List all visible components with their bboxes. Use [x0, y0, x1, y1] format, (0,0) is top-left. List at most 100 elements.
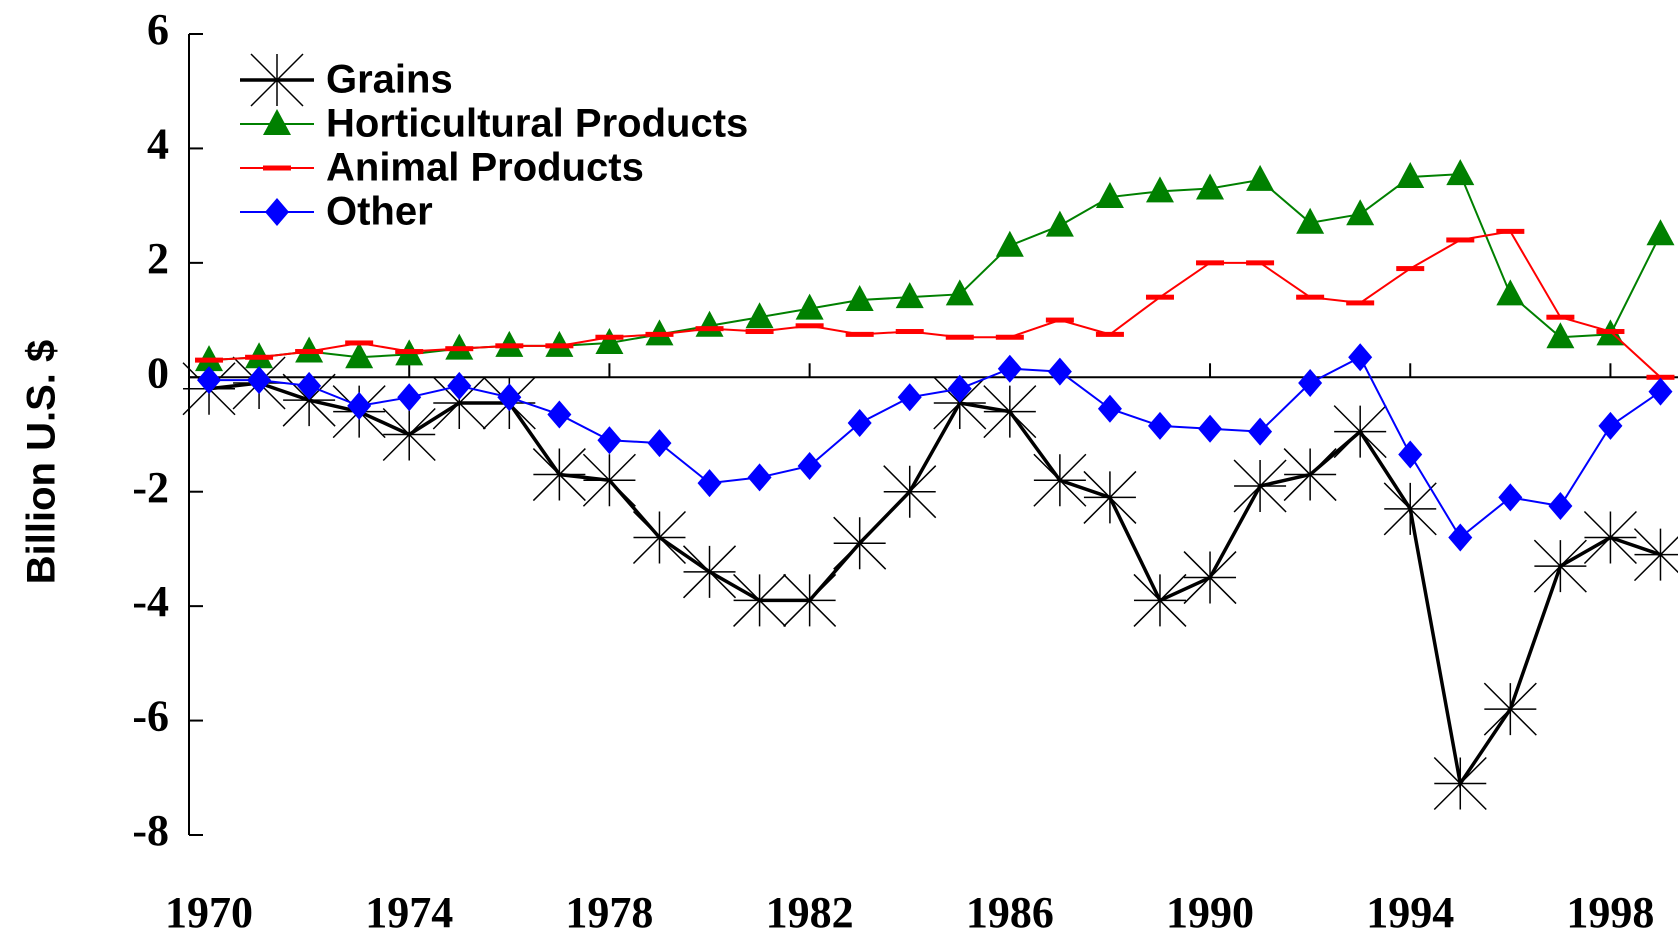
marker	[1095, 331, 1124, 337]
marker	[1646, 374, 1675, 380]
marker	[395, 349, 424, 355]
marker	[1333, 405, 1387, 459]
marker	[582, 453, 636, 507]
marker	[747, 463, 772, 492]
marker	[1248, 417, 1273, 446]
y-tick-label: 0	[147, 348, 169, 397]
marker	[1145, 294, 1174, 300]
marker	[933, 376, 987, 430]
marker	[682, 545, 737, 599]
marker	[1383, 482, 1437, 536]
x-tick-label: 1994	[1366, 888, 1454, 937]
marker	[1548, 492, 1573, 521]
marker	[1033, 453, 1087, 507]
marker	[1346, 300, 1375, 306]
marker	[1448, 523, 1473, 552]
marker	[695, 326, 724, 332]
x-tick-label: 1986	[966, 888, 1054, 937]
marker	[1246, 164, 1275, 191]
marker	[595, 327, 624, 354]
marker	[1483, 682, 1537, 736]
marker	[347, 391, 372, 420]
marker	[1296, 294, 1325, 300]
marker	[1083, 470, 1137, 524]
marker	[945, 279, 974, 306]
marker	[1348, 343, 1373, 372]
marker	[1596, 329, 1625, 335]
marker	[733, 573, 787, 627]
marker	[745, 302, 774, 329]
x-tick-label: 1982	[766, 888, 854, 937]
marker	[197, 366, 222, 395]
marker	[447, 371, 472, 400]
marker	[1233, 459, 1287, 513]
marker	[1133, 573, 1187, 627]
marker	[397, 383, 422, 412]
marker	[1147, 411, 1172, 440]
legend-label: Grains	[326, 58, 453, 102]
legend-label: Animal Products	[326, 146, 644, 190]
marker	[995, 334, 1024, 340]
marker	[597, 426, 622, 455]
marker	[595, 334, 624, 340]
marker	[745, 329, 774, 335]
marker	[783, 573, 837, 627]
marker	[345, 342, 374, 369]
marker	[1196, 173, 1225, 200]
x-tick-label: 1970	[165, 888, 253, 937]
x-tick-label: 1990	[1166, 888, 1254, 937]
y-tick-label: 4	[147, 120, 169, 169]
marker	[1546, 314, 1575, 320]
marker	[1198, 414, 1223, 443]
marker	[895, 329, 924, 335]
marker	[1097, 394, 1122, 423]
marker	[845, 331, 874, 337]
legend-marker	[263, 109, 291, 135]
marker	[1496, 279, 1525, 306]
marker	[995, 230, 1024, 257]
x-tick-label: 1998	[1566, 888, 1654, 937]
marker	[1196, 260, 1225, 266]
marker	[1546, 322, 1575, 349]
marker	[547, 400, 572, 429]
marker	[1446, 159, 1475, 186]
marker	[195, 357, 224, 363]
marker	[883, 465, 937, 519]
marker	[1045, 317, 1074, 323]
marker	[432, 376, 486, 430]
marker	[1633, 528, 1678, 582]
marker	[983, 385, 1037, 439]
marker	[532, 448, 586, 502]
marker	[1396, 266, 1425, 272]
marker	[445, 346, 474, 352]
marker	[997, 354, 1022, 383]
marker	[897, 383, 922, 412]
marker	[833, 516, 887, 570]
y-tick-label: -4	[132, 577, 169, 626]
y-tick-label: 6	[147, 5, 169, 54]
marker	[697, 469, 722, 498]
legend-marker	[263, 165, 291, 171]
marker	[1396, 162, 1425, 189]
marker	[1398, 440, 1423, 469]
series-line	[208, 381, 1662, 789]
y-tick-label: -8	[132, 806, 169, 855]
legend-marker	[265, 198, 289, 226]
y-axis-label: Billion U.S. $	[20, 340, 64, 584]
marker	[1047, 357, 1072, 386]
marker	[945, 334, 974, 340]
marker	[1533, 539, 1587, 593]
marker	[895, 282, 924, 309]
x-tick-label: 1974	[365, 888, 453, 937]
marker	[247, 366, 272, 395]
legend-label: Horticultural Products	[326, 102, 748, 146]
marker	[797, 451, 822, 480]
marker	[947, 374, 972, 403]
series-line	[208, 230, 1662, 379]
marker	[297, 371, 322, 400]
marker	[495, 343, 524, 349]
marker	[1598, 411, 1623, 440]
marker	[1646, 219, 1675, 246]
marker	[1145, 176, 1174, 203]
marker	[845, 285, 874, 312]
